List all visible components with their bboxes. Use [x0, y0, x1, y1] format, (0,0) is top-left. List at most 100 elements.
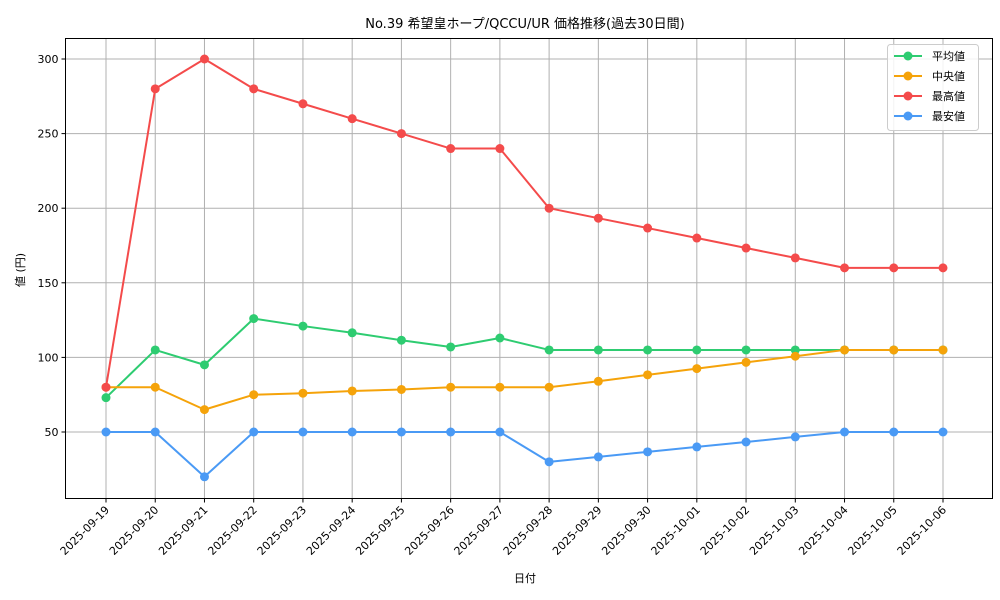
x-axis: 2025-09-192025-09-202025-09-212025-09-22…	[58, 498, 949, 558]
chart-title: No.39 希望皇ホープ/QCCU/UR 価格推移(過去30日間)	[365, 16, 685, 32]
x-tick-label: 2025-09-23	[255, 503, 309, 557]
data-point	[347, 114, 357, 124]
series-line	[105, 58, 943, 388]
x-axis-label: 日付	[514, 572, 536, 585]
legend-marker	[903, 91, 913, 101]
x-tick-label: 2025-09-27	[452, 503, 506, 557]
data-point	[643, 345, 653, 355]
legend-marker	[903, 71, 913, 81]
y-tick-label: 250	[38, 128, 59, 141]
data-point	[593, 213, 603, 223]
data-point	[249, 427, 259, 437]
data-point	[199, 360, 209, 370]
data-point	[396, 384, 406, 394]
data-point	[790, 432, 800, 442]
series-line	[106, 431, 943, 478]
data-point	[446, 144, 456, 154]
data-point	[643, 223, 653, 233]
series-3	[101, 427, 948, 482]
y-tick-label: 50	[45, 426, 59, 439]
x-tick-label: 2025-10-06	[895, 503, 949, 557]
y-tick-label: 150	[38, 277, 59, 290]
legend-marker	[903, 51, 913, 61]
data-point	[150, 427, 160, 437]
data-point	[938, 427, 948, 437]
x-tick-label: 2025-10-05	[845, 503, 899, 557]
data-point	[790, 351, 800, 361]
data-point	[347, 386, 357, 396]
x-tick-label: 2025-10-03	[747, 503, 801, 557]
data-point	[741, 357, 751, 367]
series-layer	[101, 54, 948, 482]
legend-frame	[887, 44, 979, 131]
y-axis-label: 値 (円)	[14, 253, 27, 287]
data-point	[446, 342, 456, 352]
data-point	[101, 382, 111, 392]
series-1	[101, 345, 948, 415]
y-tick-label: 200	[38, 202, 59, 215]
data-point	[593, 452, 603, 462]
data-point	[101, 393, 111, 403]
x-tick-label: 2025-09-24	[304, 503, 358, 557]
data-point	[790, 253, 800, 263]
data-point	[544, 457, 554, 467]
data-point	[249, 314, 259, 324]
data-point	[741, 243, 751, 253]
data-point	[446, 427, 456, 437]
legend-marker	[903, 111, 913, 121]
data-point	[840, 345, 850, 355]
data-point	[298, 427, 308, 437]
data-point	[840, 427, 850, 437]
x-tick-label: 2025-09-19	[58, 503, 112, 557]
data-point	[544, 345, 554, 355]
data-point	[692, 364, 702, 374]
series-0	[101, 314, 948, 403]
data-point	[544, 203, 554, 213]
data-point	[495, 382, 505, 392]
x-tick-label: 2025-10-04	[796, 503, 850, 557]
data-point	[938, 345, 948, 355]
data-point	[199, 405, 209, 415]
data-point	[741, 437, 751, 447]
data-point	[889, 427, 899, 437]
data-point	[741, 345, 751, 355]
series-line	[105, 317, 943, 399]
data-point	[692, 442, 702, 452]
data-point	[593, 345, 603, 355]
data-point	[692, 233, 702, 243]
x-tick-label: 2025-09-29	[550, 503, 604, 557]
legend-label: 最安値	[932, 109, 965, 123]
data-point	[544, 382, 554, 392]
data-point	[199, 472, 209, 482]
x-tick-label: 2025-09-25	[353, 503, 407, 557]
legend-label: 平均値	[932, 50, 965, 63]
data-point	[495, 144, 505, 154]
data-point	[495, 333, 505, 343]
data-point	[593, 376, 603, 386]
legend-label: 中央値	[932, 70, 965, 83]
data-point	[249, 84, 259, 94]
data-point	[150, 84, 160, 94]
data-point	[790, 345, 800, 355]
x-tick-label: 2025-09-30	[599, 503, 653, 557]
data-point	[889, 345, 899, 355]
data-point	[199, 54, 209, 64]
data-point	[101, 427, 111, 437]
data-point	[840, 263, 850, 273]
data-point	[347, 427, 357, 437]
data-point	[347, 328, 357, 338]
legend-label: 最高値	[932, 89, 965, 103]
y-tick-label: 100	[38, 351, 59, 364]
series-line	[106, 348, 943, 411]
data-point	[643, 370, 653, 380]
x-tick-label: 2025-10-02	[698, 503, 752, 557]
plot-frame	[65, 38, 993, 499]
y-axis: 50 100 150 200 250 300	[38, 53, 66, 439]
data-point	[692, 345, 702, 355]
data-point	[249, 390, 259, 400]
x-tick-label: 2025-09-28	[501, 503, 555, 557]
x-tick-label: 2025-09-20	[107, 503, 161, 557]
